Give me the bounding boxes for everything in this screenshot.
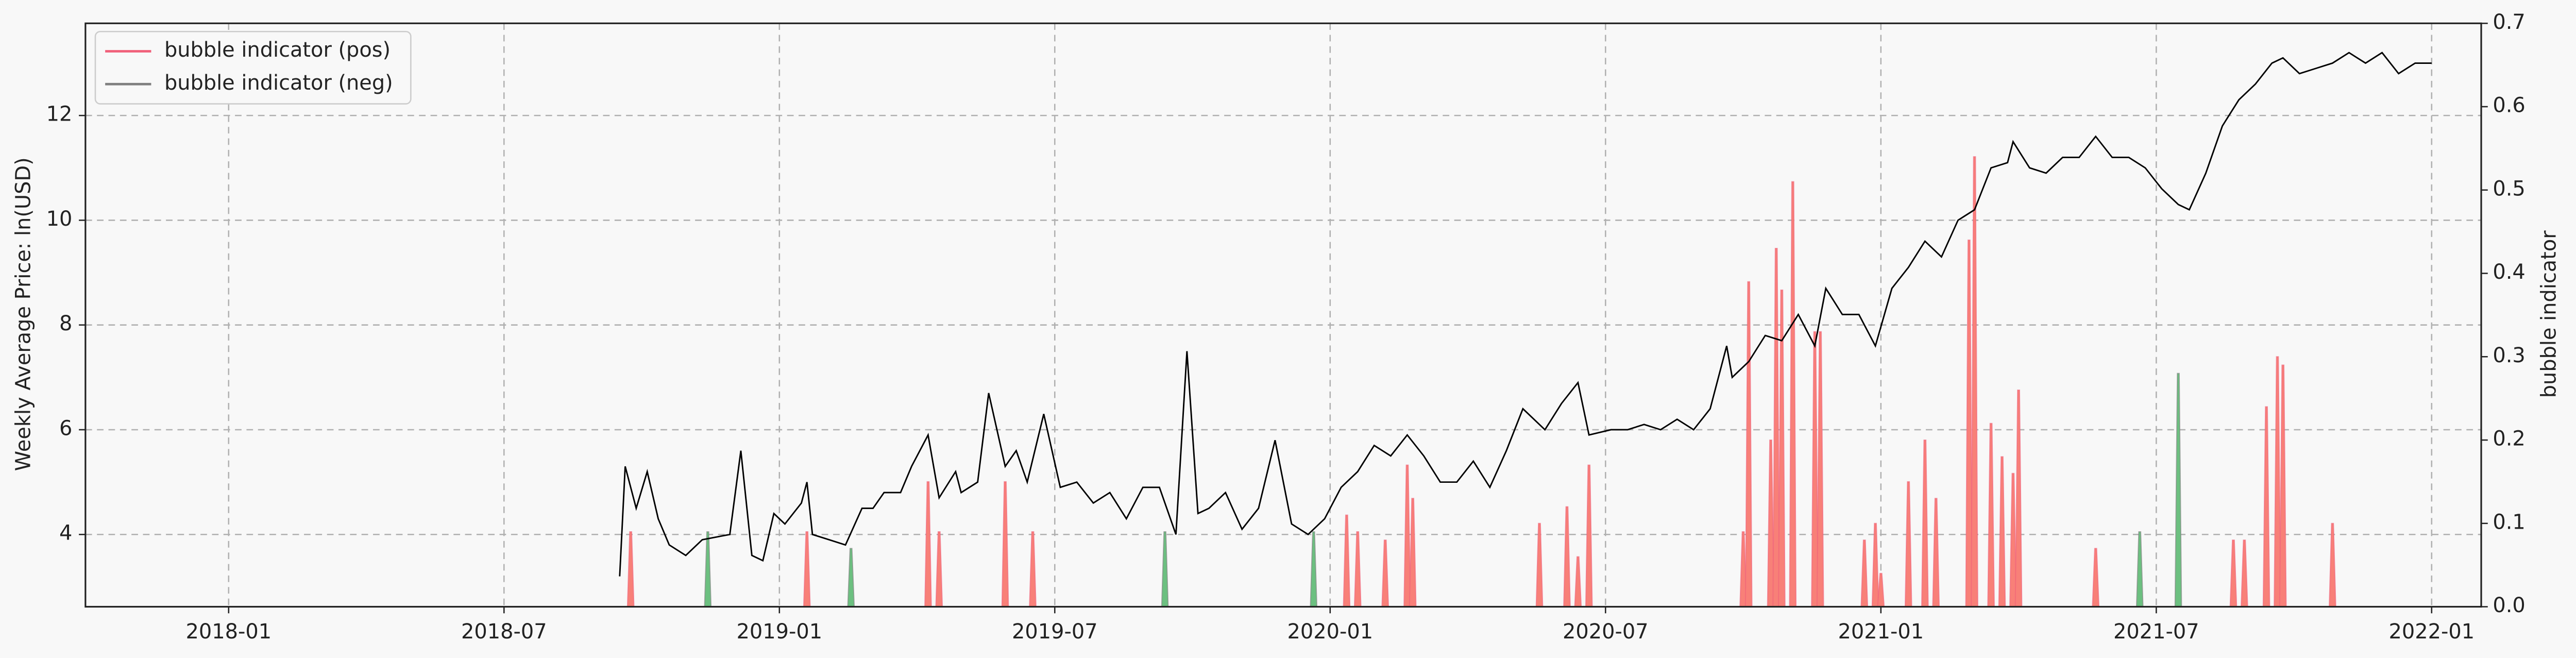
x-tick-label: 2018-07 [461,620,547,644]
y-tick-label: 8 [59,312,72,335]
y2-tick-label: 0.5 [2493,177,2525,200]
y2-axis-label: bubble indicator [2537,230,2561,398]
y-axis-label: Weekly Average Price: ln(USD) [11,157,35,471]
x-tick-label: 2021-07 [2113,620,2199,644]
y-tick-label: 4 [59,521,72,545]
legend-label: bubble indicator (neg) [164,71,393,95]
legend-label: bubble indicator (pos) [164,38,391,62]
x-tick-label: 2020-01 [1287,620,1374,644]
x-tick-label: 2022-01 [2389,620,2475,644]
y2-tick-label: 0.0 [2493,594,2525,617]
y2-tick-label: 0.7 [2493,10,2525,34]
y2-tick-label: 0.3 [2493,344,2525,367]
y2-tick-label: 0.2 [2493,427,2525,451]
y-tick-label: 6 [59,416,72,440]
y2-tick-label: 0.4 [2493,260,2525,284]
x-tick-label: 2021-01 [1838,620,1924,644]
y2-tick-label: 0.6 [2493,94,2525,117]
price-line [619,52,2432,577]
x-tick-label: 2019-01 [737,620,823,644]
legend-box [94,30,412,105]
y-tick-label: 12 [46,103,73,126]
plot-frame [84,22,2482,608]
y2-tick-label: 0.1 [2493,510,2525,534]
x-tick-label: 2019-07 [1012,620,1098,644]
x-tick-label: 2018-01 [186,620,272,644]
x-tick-label: 2020-07 [1563,620,1649,644]
y-tick-label: 10 [46,207,73,231]
